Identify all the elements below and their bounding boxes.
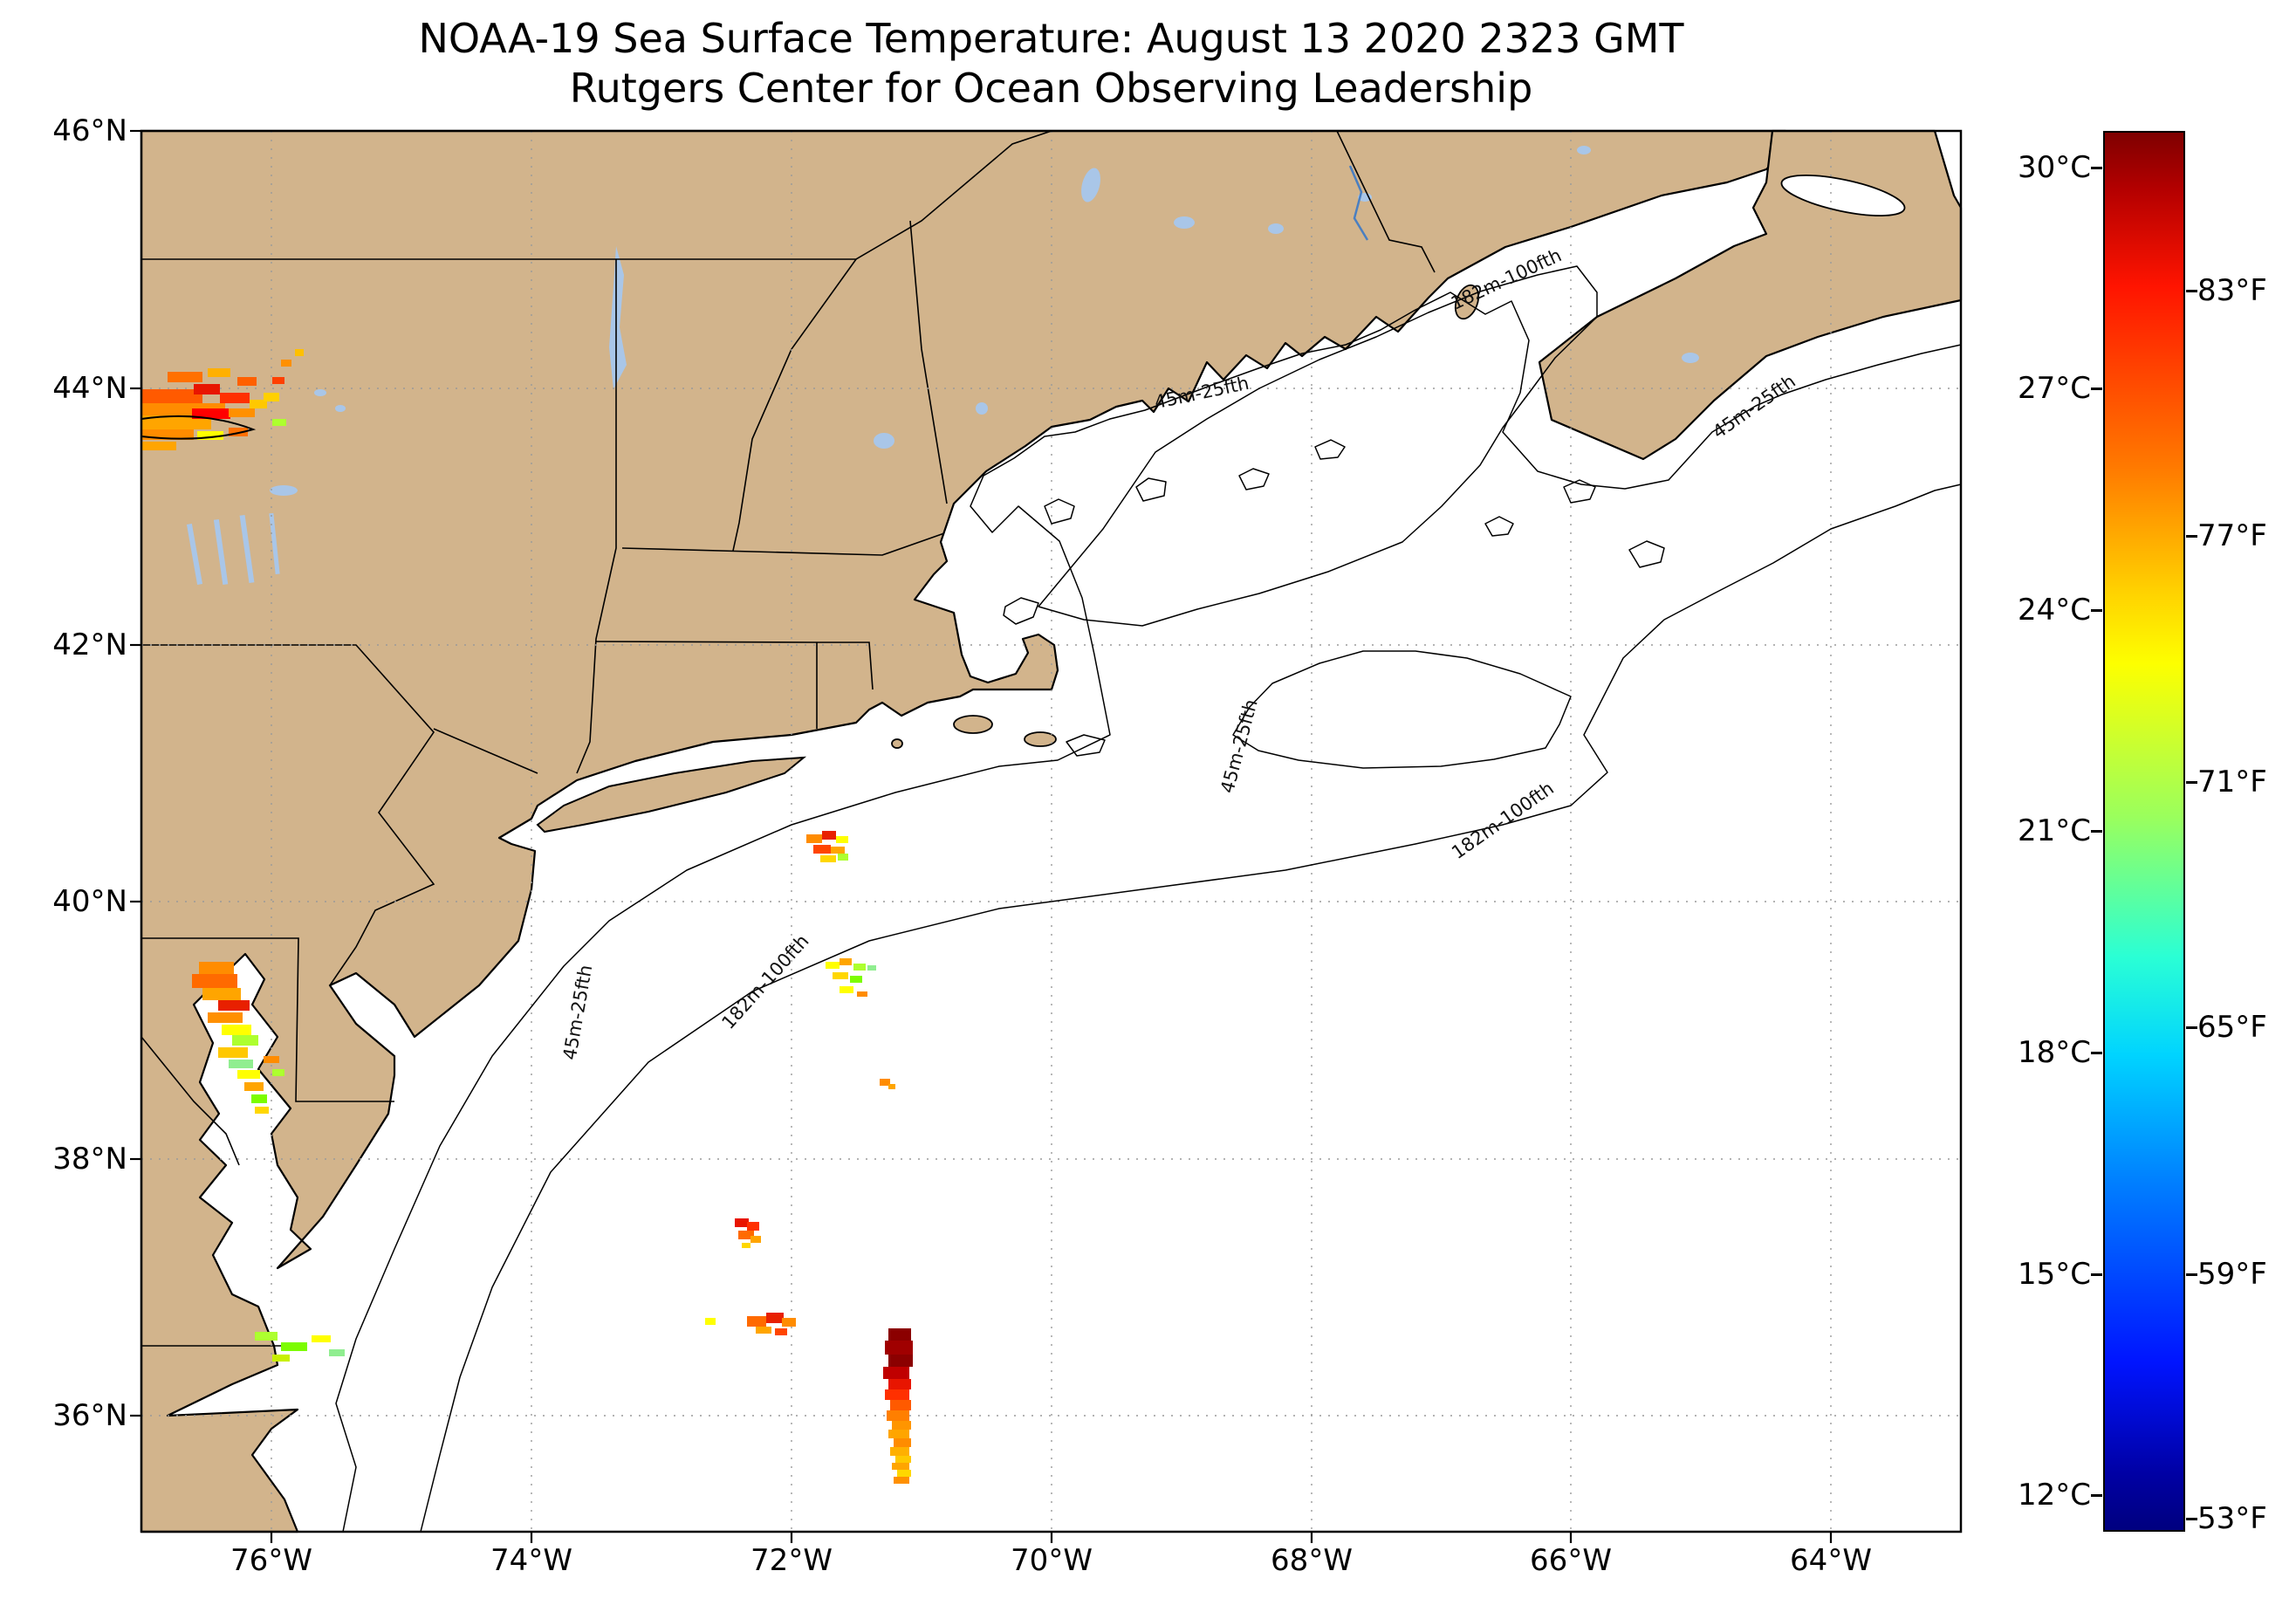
colorbar-fahrenheit-label: 65°F [2197,1010,2267,1045]
x-tick-label: 76°W [230,1543,312,1578]
sst-patch-albemarle [255,1332,345,1362]
bathymetry-contours [335,265,1962,1533]
axis-ticks [130,129,1833,1543]
sst-map-canvas [130,129,1963,1543]
colorbar [2103,131,2185,1532]
colorbar-tick [2091,388,2102,390]
colorbar-tick [2091,609,2102,612]
y-tick-label: 44°N [52,371,127,406]
colorbar-tick [2091,167,2102,169]
colorbar-tick [2186,1026,2197,1029]
colorbar-tick [2091,1052,2102,1054]
colorbar-tick [2186,781,2197,784]
y-tick-label: 46°N [52,113,127,148]
colorbar-fahrenheit-label: 53°F [2197,1501,2267,1536]
figure-title: NOAA-19 Sea Surface Temperature: August … [418,15,1684,62]
lakes [186,146,1699,586]
y-tick-label: 42°N [52,628,127,662]
sst-patch-offshore-1 [735,1218,761,1248]
sst-patch-shelf-2 [826,958,895,1089]
y-tick-label: 40°N [52,884,127,919]
state-borders [141,130,1436,1347]
land-long-island [536,756,807,834]
x-tick-label: 70°W [1011,1543,1093,1578]
sst-patch-chesapeake [192,962,284,1114]
y-tick-label: 36°N [52,1398,127,1433]
x-tick-label: 74°W [490,1543,572,1578]
x-tick-label: 68°W [1271,1543,1353,1578]
islands [891,284,1480,749]
colorbar-celsius-label: 21°C [2017,813,2091,848]
title-block: NOAA-19 Sea Surface Temperature: August … [141,14,1961,113]
colorbar-tick [2186,535,2197,538]
x-tick-label: 64°W [1790,1543,1872,1578]
colorbar-fahrenheit-label: 83°F [2197,273,2267,308]
figure-subtitle: Rutgers Center for Ocean Observing Leade… [569,65,1533,112]
sst-patch-gulf-stream-eddy [883,1328,913,1484]
colorbar-fahrenheit-label: 77°F [2197,518,2267,553]
y-tick-label: 38°N [52,1142,127,1177]
minas-basin-water [1780,174,1906,217]
land-mainland [140,129,1787,1533]
colorbar-celsius-label: 12°C [2017,1478,2091,1513]
colorbar-tick [2186,1518,2197,1520]
sst-patch-shelf-1 [806,831,848,862]
colorbar-celsius-label: 24°C [2017,593,2091,628]
x-tick-label: 72°W [750,1543,833,1578]
colorbar-fahrenheit-label: 71°F [2197,765,2267,799]
sst-patch-lake-ontario [141,349,304,450]
colorbar-tick [2186,1273,2197,1276]
sst-patch-offshore-2 [705,1313,796,1335]
colorbar-celsius-label: 18°C [2017,1035,2091,1070]
colorbar-tick [2091,830,2102,833]
colorbar-celsius-label: 27°C [2017,371,2091,406]
colorbar-fahrenheit-label: 59°F [2197,1257,2267,1292]
colorbar-celsius-label: 30°C [2017,150,2091,185]
colorbar-tick [2186,290,2197,292]
river [1348,165,1369,241]
colorbar-tick [2091,1273,2102,1276]
colorbar-celsius-label: 15°C [2017,1257,2091,1292]
colorbar-tick [2091,1494,2102,1497]
x-tick-label: 66°W [1530,1543,1612,1578]
